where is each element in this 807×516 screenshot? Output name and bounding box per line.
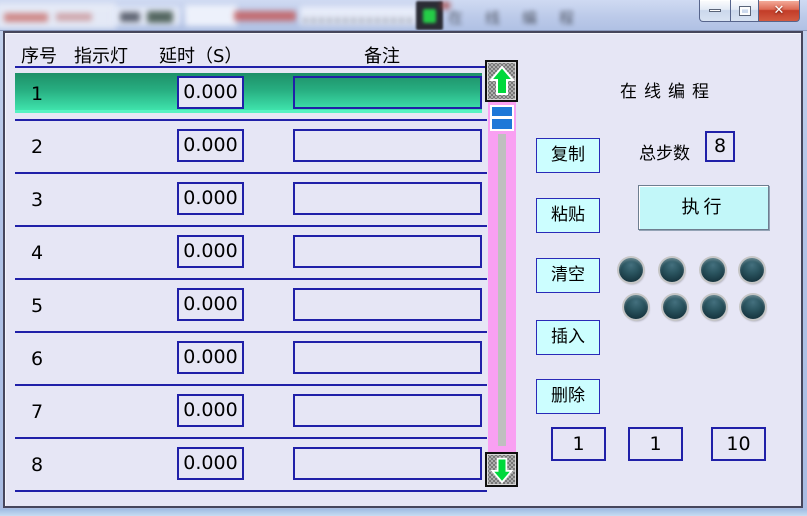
table-row[interactable]: 1 0.000 — [15, 70, 487, 121]
traffic-light-green — [423, 9, 436, 23]
row-index: 5 — [31, 295, 44, 317]
insert-button[interactable]: 插入 — [536, 320, 600, 355]
delay-input[interactable]: 0.000 — [177, 447, 244, 480]
titlebar-blur-dots — [304, 18, 416, 23]
row-index: 3 — [31, 189, 44, 211]
row-index: 6 — [31, 348, 44, 370]
scrollbar-center-stripe — [498, 134, 506, 446]
remark-input[interactable] — [293, 235, 482, 268]
total-steps-field[interactable]: 8 — [705, 131, 735, 162]
remark-input[interactable] — [293, 182, 482, 215]
window-bottom-edge — [0, 509, 807, 516]
led-indicator-6 — [663, 295, 687, 319]
titlebar-blur-blob — [56, 13, 92, 21]
clear-button[interactable]: 清空 — [536, 258, 600, 293]
titlebar-blur-blob — [147, 11, 173, 23]
table-row[interactable]: 7 0.000 — [15, 388, 487, 439]
titlebar-blur-blob — [120, 12, 140, 22]
paste-button[interactable]: 粘贴 — [536, 198, 600, 233]
row-index: 4 — [31, 242, 44, 264]
row-index: 1 — [31, 83, 44, 105]
titlebar-blur-blob — [234, 11, 296, 21]
header-remark: 备注 — [364, 46, 400, 67]
scroll-down-button[interactable] — [485, 452, 518, 487]
delay-input[interactable]: 0.000 — [177, 129, 244, 162]
remark-input[interactable] — [293, 394, 482, 427]
table-row[interactable]: 3 0.000 — [15, 176, 487, 227]
selected-row-highlight — [15, 73, 482, 113]
delay-input[interactable]: 0.000 — [177, 235, 244, 268]
minimize-button[interactable] — [699, 0, 731, 22]
remark-input[interactable] — [293, 129, 482, 162]
window-controls: ✕ — [699, 0, 800, 22]
arrow-up-icon — [488, 65, 515, 95]
table-row[interactable]: 4 0.000 — [15, 229, 487, 280]
led-indicator-8 — [741, 295, 765, 319]
table-header: 序号 指示灯 延时（S） 备注 — [15, 37, 487, 68]
window-titlebar: 在线编程 ✕ — [0, 0, 807, 31]
delay-input[interactable]: 0.000 — [177, 288, 244, 321]
traffic-light-red — [441, 2, 450, 9]
table-row[interactable]: 5 0.000 — [15, 282, 487, 333]
delete-button[interactable]: 删除 — [536, 379, 600, 414]
led-indicator-5 — [624, 295, 648, 319]
header-indicator: 指示灯 — [74, 46, 128, 67]
led-indicator-7 — [702, 295, 726, 319]
remark-input[interactable] — [293, 76, 482, 109]
header-index: 序号 — [21, 46, 57, 67]
remark-input[interactable] — [293, 341, 482, 374]
arrow-down-icon — [489, 457, 514, 484]
delay-input[interactable]: 0.000 — [177, 76, 244, 109]
table-row[interactable]: 2 0.000 — [15, 123, 487, 174]
row-index: 8 — [31, 454, 44, 476]
copy-button[interactable]: 复制 — [536, 138, 600, 173]
scrollbar-track[interactable] — [488, 102, 516, 452]
restore-button[interactable] — [731, 0, 759, 22]
row-index: 7 — [31, 401, 44, 423]
delay-input[interactable]: 0.000 — [177, 341, 244, 374]
table-row[interactable]: 6 0.000 — [15, 335, 487, 386]
param-field-2[interactable]: 1 — [628, 427, 683, 461]
total-steps-label: 总步数 — [639, 144, 690, 164]
delay-input[interactable]: 0.000 — [177, 182, 244, 215]
remark-input[interactable] — [293, 288, 482, 321]
led-indicator-2 — [660, 258, 684, 282]
led-indicator-4 — [740, 258, 764, 282]
param-field-3[interactable]: 10 — [711, 427, 766, 461]
delay-input[interactable]: 0.000 — [177, 394, 244, 427]
panel-title: 在线编程 — [620, 82, 716, 102]
titlebar-blur-blob — [4, 13, 48, 22]
execute-button[interactable]: 执行 — [638, 185, 769, 230]
table-row[interactable]: 8 0.000 — [15, 441, 487, 492]
titlebar-blur-blob — [185, 5, 237, 26]
row-index: 2 — [31, 136, 44, 158]
param-field-1[interactable]: 1 — [551, 427, 606, 461]
close-button[interactable]: ✕ — [759, 0, 800, 22]
header-delay: 延时（S） — [159, 46, 243, 67]
minimize-icon — [709, 9, 721, 12]
scrollbar-thumb[interactable] — [490, 105, 514, 131]
restore-icon — [738, 5, 751, 16]
window-title: 在线编程 — [448, 9, 597, 27]
dialog-client-area: 序号 指示灯 延时（S） 备注 1 0.000 2 0.000 3 0.000 … — [3, 31, 803, 508]
scroll-up-button[interactable] — [485, 60, 518, 102]
remark-input[interactable] — [293, 447, 482, 480]
close-icon: ✕ — [773, 3, 785, 18]
led-indicator-1 — [619, 258, 643, 282]
led-indicator-3 — [701, 258, 725, 282]
